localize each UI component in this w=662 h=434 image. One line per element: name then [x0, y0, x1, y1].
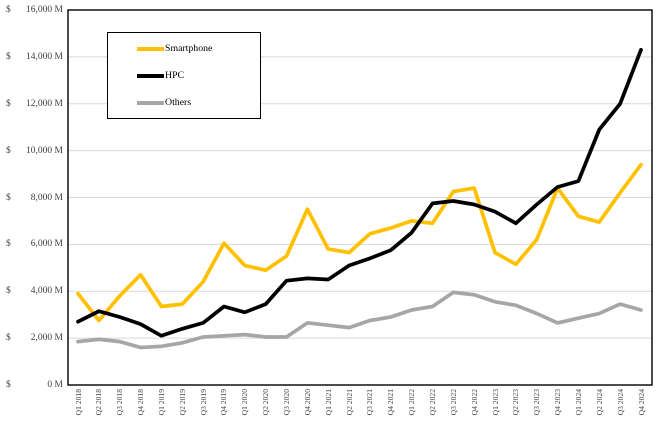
legend-label-others: Others [165, 97, 192, 108]
tick-value: 0 M [47, 380, 63, 390]
y-tick-label: $4,000 M [6, 285, 63, 297]
legend-item-hpc: HPC [137, 70, 260, 81]
x-tick-label: Q2 2020 [261, 389, 271, 416]
currency-symbol: $ [6, 239, 11, 250]
y-tick-label: $16,000 M [6, 4, 63, 16]
tick-value: 10,000 M [26, 145, 63, 156]
x-tick-label: Q2 2019 [177, 389, 187, 416]
y-tick-label: $6,000 M [6, 238, 63, 250]
x-tick-label: Q3 2019 [198, 389, 208, 416]
x-tick-label: Q3 2024 [615, 389, 625, 416]
y-tick-label: $8,000 M [6, 192, 63, 204]
legend-swatch-others [137, 100, 164, 105]
y-tick-label: $0 M [6, 379, 63, 391]
x-tick-label: Q1 2024 [573, 389, 583, 416]
y-tick-label: $12,000 M [6, 98, 63, 110]
x-tick-label: Q3 2023 [532, 389, 542, 416]
legend-swatch-hpc [137, 73, 164, 78]
tick-value: 8,000 M [30, 192, 63, 203]
x-tick-label: Q3 2021 [365, 389, 375, 416]
tick-value: 6,000 M [30, 239, 63, 250]
x-tick-label: Q1 2021 [323, 389, 333, 416]
series-line-hpc [76, 47, 643, 338]
x-tick-label: Q1 2023 [490, 389, 500, 416]
x-tick-label: Q4 2019 [219, 389, 229, 416]
x-tick-label: Q3 2022 [448, 389, 458, 416]
x-tick-label: Q2 2023 [511, 389, 521, 416]
currency-symbol: $ [6, 5, 11, 15]
currency-symbol: $ [6, 286, 11, 297]
currency-symbol: $ [6, 192, 11, 203]
y-tick-label: $10,000 M [6, 145, 63, 157]
y-tick-label: $14,000 M [6, 51, 63, 63]
currency-symbol: $ [6, 98, 11, 109]
x-tick-label: Q4 2023 [553, 389, 563, 416]
legend-item-others: Others [137, 97, 260, 108]
tick-value: 14,000 M [26, 51, 63, 62]
x-tick-label: Q1 2018 [73, 389, 83, 416]
y-tick-label: $2,000 M [6, 332, 63, 344]
x-tick-label: Q4 2020 [302, 389, 312, 416]
x-tick-label: Q2 2021 [344, 389, 354, 416]
x-tick-label: Q4 2021 [386, 389, 396, 416]
series-line-others [76, 290, 643, 350]
tick-value: 16,000 M [26, 5, 63, 15]
x-tick-label: Q4 2022 [469, 389, 479, 416]
currency-symbol: $ [6, 333, 11, 344]
x-tick-label: Q3 2018 [115, 389, 125, 416]
legend: Smartphone HPC Others [107, 32, 261, 119]
legend-swatch-smartphone [137, 46, 164, 51]
x-tick-label: Q1 2020 [240, 389, 250, 416]
currency-symbol: $ [6, 380, 11, 390]
x-tick-label: Q1 2022 [407, 389, 417, 416]
x-tick-label: Q2 2024 [594, 389, 604, 416]
x-tick-label: Q3 2020 [282, 389, 292, 416]
x-tick-label: Q2 2022 [427, 389, 437, 416]
x-tick-label: Q2 2018 [94, 389, 104, 416]
currency-symbol: $ [6, 51, 11, 62]
x-tick-label: Q4 2018 [136, 389, 146, 416]
x-tick-label: Q1 2019 [156, 389, 166, 416]
series-line-smartphone [76, 162, 643, 323]
legend-label-hpc: HPC [165, 70, 185, 81]
tick-value: 2,000 M [30, 333, 63, 344]
plot-border [67, 9, 653, 386]
tick-value: 12,000 M [26, 98, 63, 109]
x-tick-label: Q4 2024 [636, 389, 646, 416]
legend-label-smartphone: Smartphone [165, 43, 213, 54]
legend-item-smartphone: Smartphone [137, 43, 260, 54]
tick-value: 4,000 M [30, 286, 63, 297]
currency-symbol: $ [6, 145, 11, 156]
